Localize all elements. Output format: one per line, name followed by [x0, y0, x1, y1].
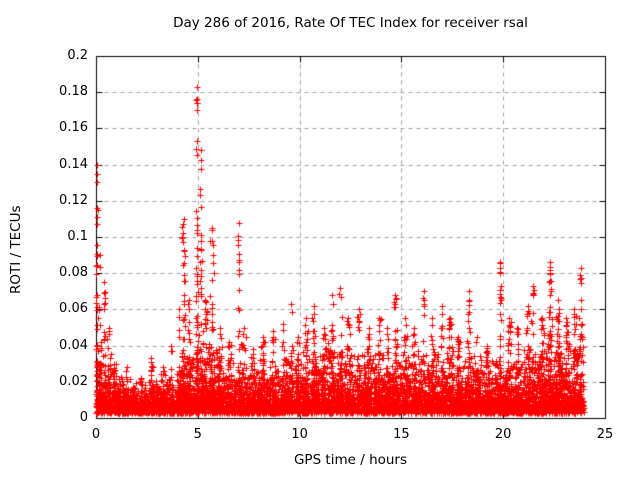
x-axis-title: GPS time / hours	[293, 452, 408, 468]
y-axis-title: ROTI / TECUs	[8, 205, 24, 295]
chart-title: Day 286 of 2016, Rate Of TEC Index for r…	[173, 15, 528, 31]
